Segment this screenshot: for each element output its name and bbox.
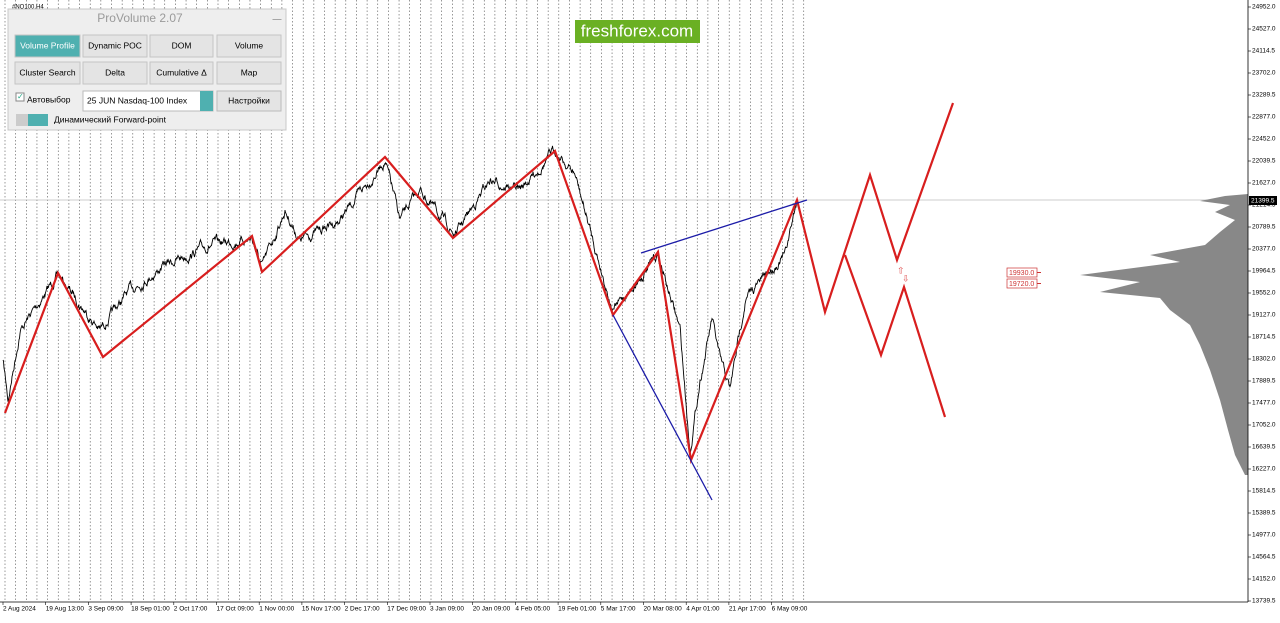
arrow-down: ⇩ [902,273,910,283]
button[interactable] [149,34,214,58]
button-label: Dynamic POC [88,40,142,50]
time-label: 17 Oct 09:00 [217,606,255,613]
minimize[interactable]: — [273,13,282,23]
settings-button[interactable] [216,90,282,112]
price-label: 22877.0 [1252,114,1276,121]
symbol: #NQ100,H4 [12,5,44,11]
time-label: 20 Jan 09:00 [473,606,511,613]
price-label: 18714.5 [1252,334,1276,341]
button[interactable] [216,34,282,58]
panel: ProVolume 2.07 — Volume Profile Dynamic P… [7,8,287,131]
price-label: 20789.5 [1252,224,1276,231]
button-grid: Volume Profile Dynamic POC DOM Volume Cluste… [14,34,282,85]
button-label: Volume [235,40,264,50]
watermark-box [575,20,700,43]
settings-label: Настройки [228,95,270,105]
time-label: 18 Sep 01:00 [131,606,170,613]
price-label: 19127.0 [1252,312,1276,319]
price-label: 23702.0 [1252,70,1276,77]
button[interactable] [82,34,148,58]
button[interactable] [14,61,81,85]
button[interactable] [82,61,148,85]
price-label: 16227.0 [1252,466,1276,473]
price-label: 24114.5 [1252,48,1275,55]
watermark: freshforex.com [581,21,693,40]
instrument: 25 JUN Nasdaq-100 Index [87,95,188,105]
price-label: 21627.0 [1252,180,1276,187]
time-label: 4 Apr 01:00 [686,606,720,613]
forecast-zigzag [843,254,947,418]
price-label: 18302.0 [1252,356,1276,363]
time-label: 3 Sep 09:00 [88,606,123,613]
price-label: 24527.0 [1252,26,1276,33]
price-label: 14152.0 [1252,576,1276,583]
toggle-knob [28,114,48,126]
price-label: 24952.0 [1252,4,1276,11]
checkbox[interactable] [15,92,25,102]
time-label: 20 Mar 08:00 [644,606,683,613]
price-label: 15389.5 [1252,510,1276,517]
zigzag [3,102,955,465]
time-label: 19 Feb 01:00 [558,606,597,613]
time-label: 15 Nov 17:00 [302,606,341,613]
time-label: 2 Aug 2024 [3,606,36,613]
price-label: 14564.5 [1252,554,1276,561]
price-label: 14977.0 [1252,532,1276,539]
axes: 24952.0 24527.0 24114.5 23702.0 23289.5 22877… [2,4,1276,613]
auto-select: Автовыбор [27,94,71,104]
button[interactable] [216,61,282,85]
grid [4,0,805,602]
level-label: 19930.0 [1009,270,1034,277]
time-label: 6 May 09:00 [772,606,808,613]
button-label: DOM [172,40,192,50]
price-label: 22452.0 [1252,136,1276,143]
arrow-up: ⇧ [897,265,905,275]
price-label: 23289.5 [1252,92,1276,99]
time-label: 17 Dec 09:00 [387,606,426,613]
button-label: Cluster Search [19,67,75,77]
time-label: 21 Apr 17:00 [729,606,766,613]
time-label: 2 Oct 17:00 [174,606,208,613]
time-label: 4 Feb 05:00 [515,606,550,613]
button-label: Map [241,67,258,77]
price-label: 22039.5 [1252,158,1276,165]
panel-title: ProVolume 2.07 [97,11,183,25]
price-label: 13739.5 [1252,598,1276,605]
time-label: 3 Jan 09:00 [430,606,464,613]
price-label: 15814.5 [1252,488,1276,495]
volume-profile [1080,194,1248,475]
trend-line [612,314,713,501]
price-label: 17889.5 [1252,378,1276,385]
price-label: 19964.5 [1252,268,1276,275]
price-label: 19552.0 [1252,290,1276,297]
price-label: 17477.0 [1252,400,1276,407]
button-label: Cumulative Δ [156,67,207,77]
time-label: 2 Dec 17:00 [345,606,380,613]
price-line [2,145,798,454]
time-label: 5 Mar 17:00 [601,606,636,613]
price-label: 17052.0 [1252,422,1276,429]
time-label: 19 Aug 13:00 [46,606,85,613]
current-price: 21399.5 [1251,198,1275,205]
time-label: 1 Nov 00:00 [259,606,294,613]
button-label: Volume Profile [20,40,75,50]
button[interactable] [149,61,214,85]
current-price-tag [1249,196,1277,205]
select-arrow[interactable] [200,91,213,111]
price-label: 20377.0 [1252,246,1276,253]
level-label: 19720.0 [1009,281,1034,288]
button-label: Delta [105,67,125,77]
trend-line [640,199,808,254]
forward-point: Динамический Forward-point [54,114,167,124]
button[interactable] [14,34,81,58]
check-mark: ✓ [17,92,24,101]
price-label: 16639.5 [1252,444,1276,451]
price-label: 21214.5 [1252,202,1276,209]
